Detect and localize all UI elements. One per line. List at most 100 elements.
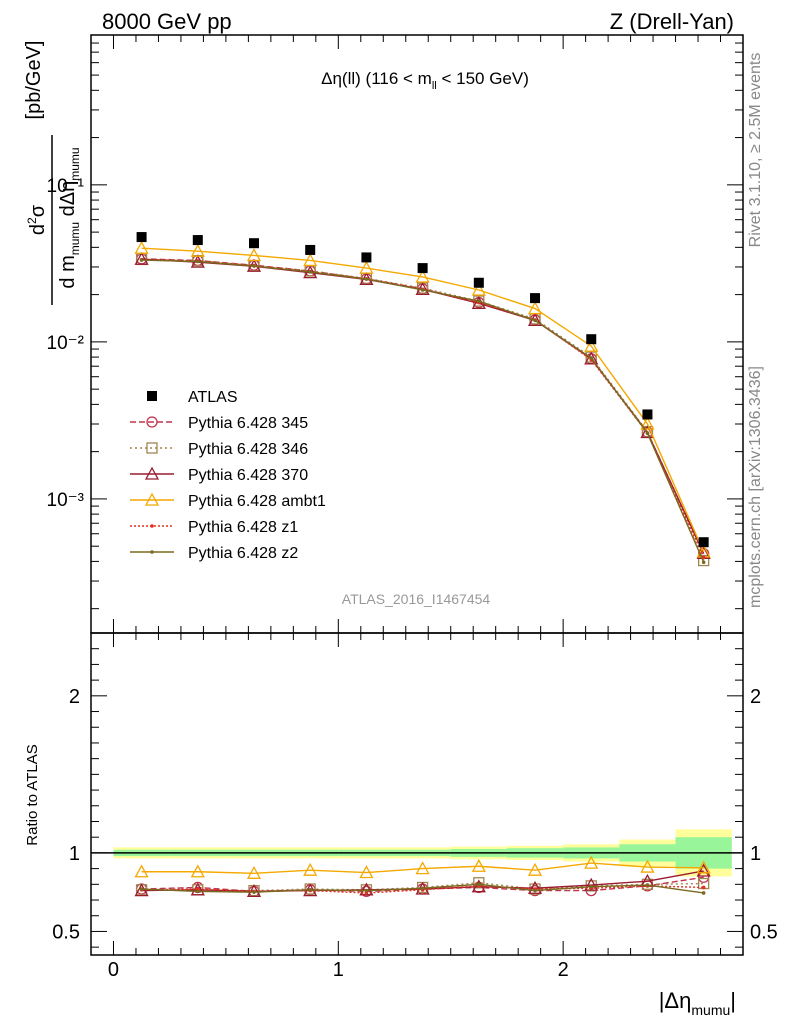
legend: ATLAS Pythia 6.428 345 Pythia 6.428 346 Pyt…: [130, 389, 326, 562]
series-point-ratio-3-3: [303, 862, 318, 876]
series-point-main-3-7: [527, 301, 543, 315]
main-y-tick-label: 10⁻³: [47, 490, 85, 511]
series-point-ratio-2-4: [359, 882, 374, 896]
series-line-main-3: [141, 247, 705, 553]
ratio-y-tick-label-left: 2: [69, 686, 80, 708]
plot-title: Δη(ll) (116 < mll < 150 GeV): [321, 69, 529, 92]
legend-label-0: Pythia 6.428 345: [188, 415, 308, 432]
series-point-main-4-10: [701, 555, 706, 560]
series-point-ratio-5-10: [701, 891, 706, 895]
main-y-tick-label: 10⁻¹: [47, 176, 85, 197]
series-point-ratio-3-4: [359, 865, 374, 879]
ratio-y-tick-label-left: 0.5: [52, 921, 80, 943]
main-panel-frame: [90, 34, 744, 634]
series-point-main-3-9: [640, 416, 655, 430]
series-point-main-3-6: [471, 282, 486, 296]
atlas-data-points: [136, 232, 709, 548]
series-point-ratio-3-9: [640, 859, 655, 873]
series-point-ratio-3-1: [190, 864, 205, 878]
rivet-label: Rivet 3.1.10, ≥ 2.5M events: [747, 53, 764, 248]
series-point-main-2-0: [134, 251, 149, 265]
series-point-main-3-2: [246, 248, 262, 262]
series-point-main-3-1: [190, 243, 205, 257]
series-point-ratio-2-8: [584, 877, 599, 891]
energy-label: 8000 GeV pp: [102, 9, 232, 34]
series-point-main-5-6: [477, 299, 481, 303]
axis-tick-labels: 0 1 2 10⁻³ 10⁻² 10⁻¹ 0.5 0.5 1 1 2 2: [47, 176, 778, 981]
series-point-ratio-2-0: [134, 883, 149, 897]
legend-label-5: Pythia 6.428 z2: [188, 545, 298, 562]
series-point-ratio-5-0: [139, 887, 144, 891]
legend-label-1: Pythia 6.428 346: [188, 441, 308, 458]
series-point-ratio-5-8: [589, 884, 594, 889]
main-y-axis-label: d2σ d mmumu dΔηmumu [pb/GeV]: [23, 41, 82, 305]
series-line-main-4: [141, 258, 705, 558]
x-tick-label: 1: [333, 959, 344, 981]
analysis-watermark: ATLAS_2016_I1467454: [342, 591, 491, 607]
legend-marker-2: [144, 466, 160, 480]
x-axis-label: |Δηmumu|: [659, 988, 736, 1018]
plot-title-sub: ll: [432, 80, 437, 92]
series-point-main-3-8: [584, 338, 599, 352]
data-point-7: [530, 293, 541, 304]
ratio-y-axis-label: Ratio to ATLAS: [24, 744, 41, 845]
ylabel-units: [pb/GeV]: [23, 41, 45, 120]
main-y-tick-label: 10⁻²: [47, 333, 85, 354]
series-point-main-3-5: [415, 269, 430, 283]
series-point-main-2-6: [471, 295, 486, 309]
plot-title-post: < 150 GeV): [437, 69, 529, 88]
main-panel-series: [134, 240, 711, 567]
series-point-main-3-0: [134, 240, 149, 254]
ratio-y-tick-label-right: 0.5: [750, 921, 778, 943]
data-point-3: [305, 244, 316, 255]
legend-marker-3: [144, 492, 160, 506]
legend-label-atlas: ATLAS: [188, 389, 238, 406]
series-point-ratio-4-10: [701, 885, 706, 890]
data-point-0: [136, 232, 147, 243]
series-point-ratio-5-2: [252, 890, 256, 894]
series-point-main-5-2: [252, 264, 256, 268]
series-point-main-3-4: [359, 260, 374, 274]
series-point-main-5-10: [701, 560, 706, 565]
ratio-panel-frame: [90, 632, 744, 956]
x-tick-label: 0: [108, 959, 119, 981]
data-point-8: [586, 334, 597, 345]
series-line-main-5: [141, 259, 705, 563]
series-line-ratio-3: [141, 862, 704, 875]
series-point-ratio-3-5: [415, 861, 430, 875]
series-point-main-5-7: [533, 318, 537, 323]
series-point-ratio-3-0: [134, 864, 149, 878]
series-point-main-5-9: [645, 431, 650, 436]
data-point-10: [698, 537, 709, 548]
ylabel-numerator: d2σ: [25, 204, 49, 235]
series-point-ratio-3-10: [696, 860, 711, 874]
data-point-2: [249, 238, 259, 249]
legend-marker-4: [150, 524, 154, 528]
series-point-ratio-5-1: [195, 889, 200, 894]
series-point-main-5-0: [139, 258, 144, 262]
ratio-y-tick-label-right: 1: [750, 843, 761, 865]
ratio-y-tick-label-right: 2: [750, 686, 761, 708]
axes-frames: [90, 34, 744, 956]
plot-title-pre: Δη(ll) (116 < m: [321, 69, 432, 88]
series-point-ratio-5-5: [420, 886, 425, 891]
series-point-ratio-5-3: [308, 888, 313, 892]
series-point-main-5-1: [195, 259, 200, 264]
series-point-ratio-3-2: [246, 865, 262, 879]
legend-marker-0: [146, 416, 158, 428]
legend-label-4: Pythia 6.428 z1: [188, 519, 298, 536]
ylabel-denominator: d mmumu dΔηmumu: [57, 147, 82, 288]
axis-ticks: [91, 34, 744, 955]
legend-label-2: Pythia 6.428 370: [188, 467, 308, 484]
series-point-ratio-3-8: [584, 855, 599, 869]
data-point-4: [361, 252, 372, 263]
series-point-ratio-3-6: [471, 858, 486, 872]
series-point-ratio-1-6: [473, 877, 485, 889]
mcplots-label: mcplots.cern.ch [arXiv:1306.3436]: [747, 366, 764, 608]
series-point-main-5-3: [308, 270, 313, 274]
ratio-y-tick-label-left: 1: [69, 843, 80, 865]
legend-marker-1: [146, 442, 158, 454]
x-tick-label: 2: [558, 959, 569, 981]
data-point-9: [642, 409, 653, 420]
